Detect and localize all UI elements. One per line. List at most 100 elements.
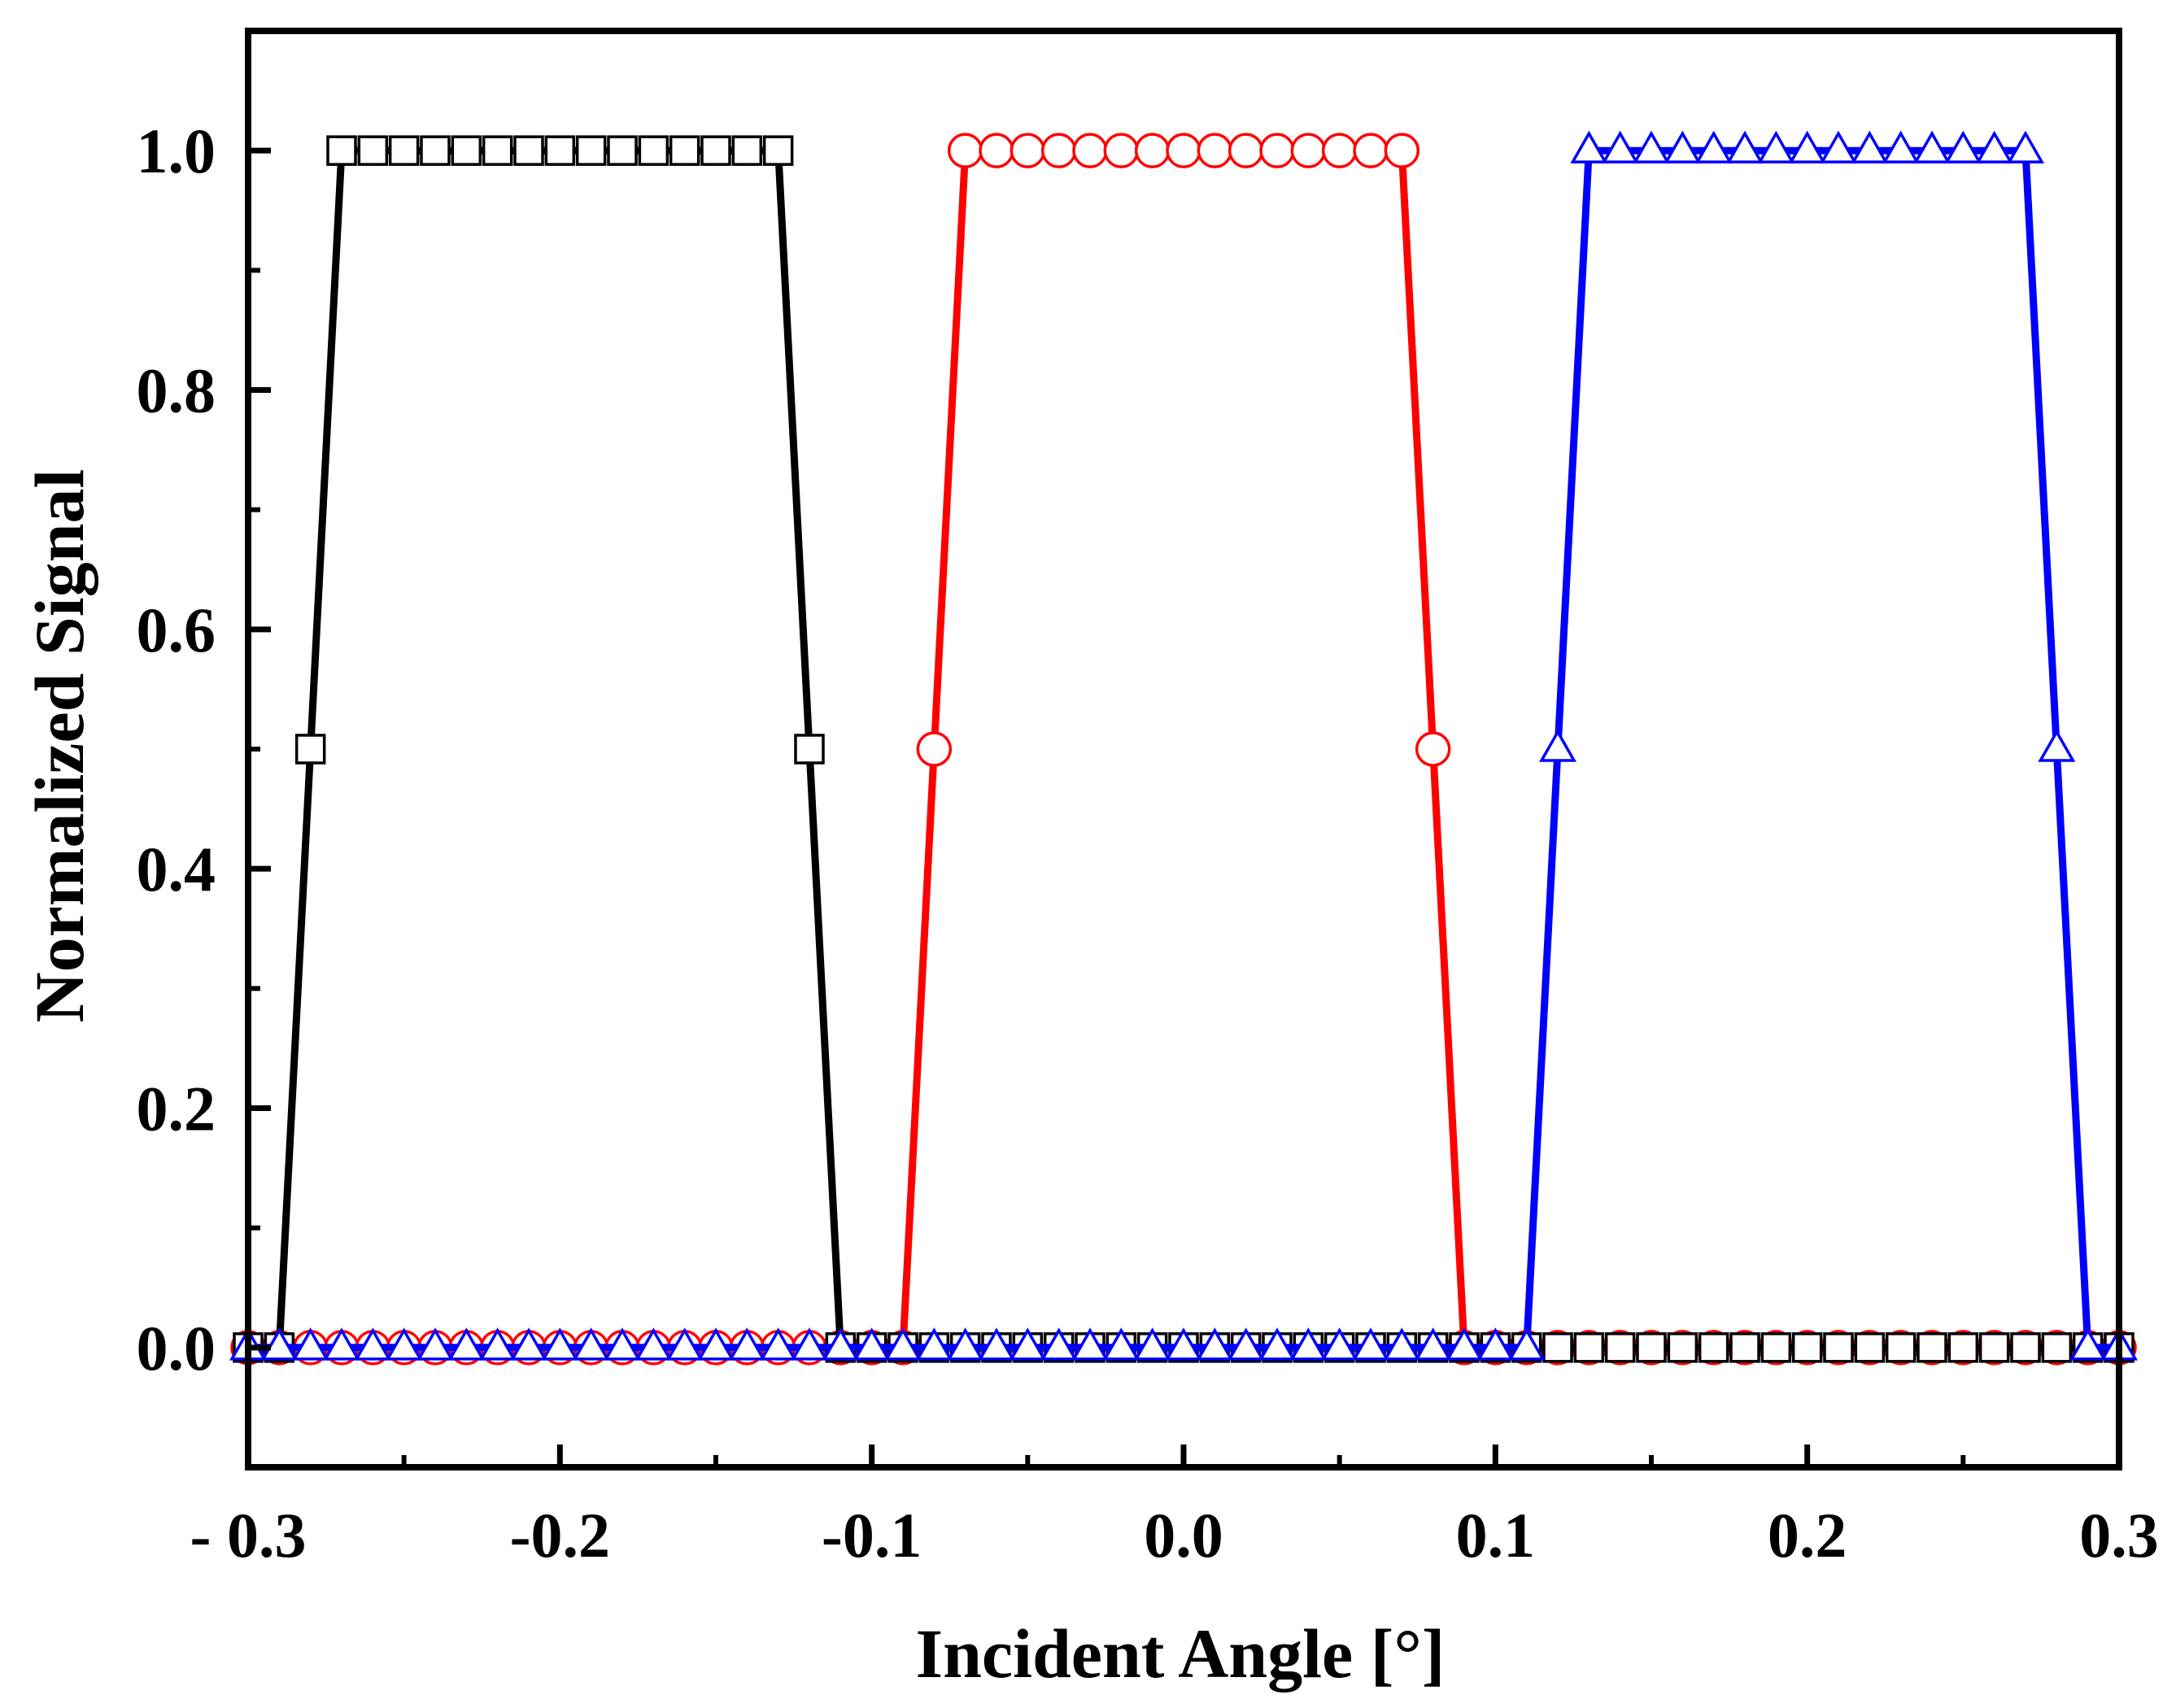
y-axis-title: Normalized Signal <box>20 469 98 1023</box>
data-point-blue-triangles <box>603 1327 642 1361</box>
data-point-black-squares <box>1667 1332 1699 1363</box>
data-point-blue-triangles <box>883 1327 922 1361</box>
data-point-red-circles <box>1134 133 1171 168</box>
y-tick-label: 0.8 <box>137 355 216 426</box>
data-point-blue-triangles <box>1476 1327 1515 1361</box>
data-point-blue-triangles <box>790 1327 829 1361</box>
data-point-blue-triangles <box>2069 1327 2107 1361</box>
data-point-blue-triangles <box>696 1327 735 1361</box>
data-point-black-squares <box>700 135 731 166</box>
data-point-blue-triangles <box>1227 1327 1265 1361</box>
data-point-blue-triangles <box>1071 1327 1110 1361</box>
data-point-red-circles <box>1072 133 1108 168</box>
x-tick-label: - 0.3 <box>190 1500 307 1571</box>
data-point-blue-triangles <box>478 1327 517 1361</box>
data-point-blue-triangles <box>1664 130 1702 163</box>
data-point-red-circles <box>1290 133 1327 168</box>
data-point-black-squares <box>513 135 544 166</box>
data-point-black-squares <box>1698 1332 1729 1363</box>
data-point-black-squares <box>2010 1332 2041 1363</box>
data-point-blue-triangles <box>1601 130 1639 163</box>
data-point-black-squares <box>388 135 420 166</box>
data-point-black-squares <box>357 135 389 166</box>
data-point-blue-triangles <box>759 1327 797 1361</box>
data-point-black-squares <box>1917 1332 1947 1363</box>
y-tick-label: 0.2 <box>137 1074 216 1144</box>
data-point-black-squares <box>669 135 700 166</box>
data-point-black-squares <box>451 135 482 166</box>
data-point-blue-triangles <box>1882 130 1920 163</box>
data-point-black-squares <box>326 135 357 166</box>
y-tick-label: 0.4 <box>137 834 216 904</box>
data-point-blue-triangles <box>1538 729 1577 762</box>
data-point-red-circles <box>1415 731 1451 767</box>
x-tick-label: 0.1 <box>1456 1500 1536 1571</box>
data-point-blue-triangles <box>322 1327 361 1361</box>
data-point-red-circles <box>1197 133 1233 168</box>
data-point-blue-triangles <box>1258 1327 1297 1361</box>
data-point-black-squares <box>638 135 669 166</box>
data-point-blue-triangles <box>728 1327 766 1361</box>
data-point-blue-triangles <box>1944 130 1982 163</box>
data-point-blue-triangles <box>1383 1327 1421 1361</box>
data-point-red-circles <box>1384 133 1420 168</box>
data-point-red-circles <box>1010 133 1046 168</box>
data-point-blue-triangles <box>1289 1327 1328 1361</box>
series-line-blue-triangles <box>244 146 2123 1352</box>
data-point-blue-triangles <box>572 1327 610 1361</box>
data-point-black-squares <box>1947 1332 1979 1363</box>
data-point-red-circles <box>1321 133 1358 168</box>
data-point-blue-triangles <box>1040 1327 1078 1361</box>
data-point-black-squares <box>1542 1332 1573 1363</box>
data-point-blue-triangles <box>822 1327 860 1361</box>
data-point-blue-triangles <box>1196 1327 1234 1361</box>
data-point-blue-triangles <box>541 1327 579 1361</box>
data-point-red-circles <box>916 731 953 767</box>
data-point-blue-triangles <box>1819 130 1858 163</box>
data-point-blue-triangles <box>1788 130 1826 163</box>
data-point-black-squares <box>544 135 576 166</box>
data-point-red-circles <box>947 133 983 168</box>
series-line-black-squares <box>244 146 2123 1352</box>
data-point-blue-triangles <box>634 1327 673 1361</box>
data-point-blue-triangles <box>385 1327 423 1361</box>
data-point-red-circles <box>1103 133 1140 168</box>
data-point-black-squares <box>294 734 326 765</box>
axes-layer: - 0.3 -0.2 -0.1 0.0 0.1 0.2 0.3 0.0 0.2 0.4 0.6 0.8… <box>137 28 2159 1571</box>
x-tick-label: -0.2 <box>510 1500 610 1571</box>
data-point-black-squares <box>1729 1332 1760 1363</box>
y-tick-label: 0.0 <box>137 1313 216 1383</box>
data-point-black-squares <box>1978 1332 2010 1363</box>
series-black-squares <box>233 135 2135 1363</box>
series-red-circles <box>230 133 2137 1366</box>
data-point-black-squares <box>794 734 825 765</box>
data-point-black-squares <box>762 135 794 166</box>
plot-frame <box>245 28 2122 1471</box>
data-point-blue-triangles <box>1975 130 2013 163</box>
data-point-black-squares <box>1854 1332 1886 1363</box>
series-layer <box>229 130 2139 1366</box>
data-point-blue-triangles <box>915 1327 953 1361</box>
data-point-blue-triangles <box>260 1327 299 1361</box>
data-point-black-squares <box>1604 1332 1636 1363</box>
data-point-red-circles <box>1228 133 1264 168</box>
data-point-black-squares <box>607 135 638 166</box>
data-point-blue-triangles <box>1851 130 1889 163</box>
data-point-black-squares <box>1760 1332 1792 1363</box>
data-point-red-circles <box>1040 133 1077 168</box>
data-point-blue-triangles <box>2006 130 2045 163</box>
data-point-black-squares <box>420 135 451 166</box>
data-point-blue-triangles <box>1351 1327 1390 1361</box>
data-point-blue-triangles <box>1570 130 1608 163</box>
data-point-blue-triangles <box>416 1327 455 1361</box>
data-point-red-circles <box>1353 133 1389 168</box>
data-point-black-squares <box>731 135 763 166</box>
x-axis-title: Incident Angle [°] <box>916 1614 1446 1693</box>
data-point-blue-triangles <box>1632 130 1671 163</box>
data-point-blue-triangles <box>1694 130 1733 163</box>
data-point-blue-triangles <box>665 1327 704 1361</box>
data-point-black-squares <box>2041 1332 2073 1363</box>
data-point-black-squares <box>1885 1332 1917 1363</box>
data-point-blue-triangles <box>291 1327 329 1361</box>
